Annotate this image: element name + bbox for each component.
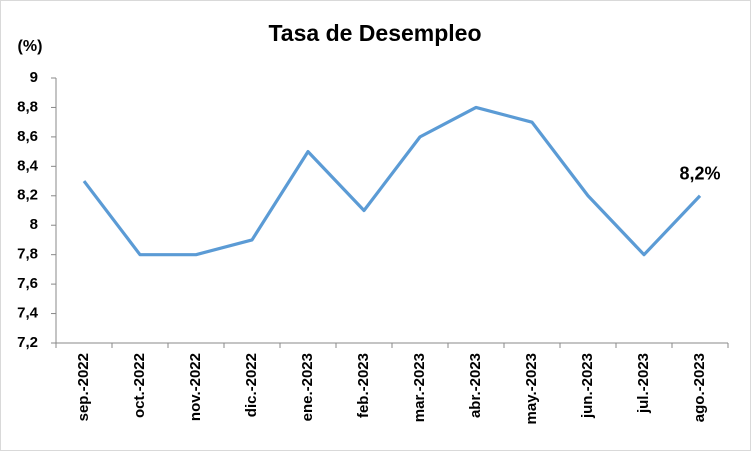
x-tick-label: mar.-2023 <box>411 353 428 422</box>
x-tick-label: oct.-2022 <box>131 353 148 418</box>
x-tick-label: nov.-2022 <box>187 353 204 421</box>
x-tick-label: jul.-2023 <box>635 353 652 414</box>
x-tick-label: abr.-2023 <box>467 353 484 418</box>
y-tick-label: 8,6 <box>17 128 38 145</box>
x-tick-label: sep.-2022 <box>75 353 92 421</box>
y-tick-label: 7,8 <box>17 246 38 263</box>
chart-title: Tasa de Desempleo <box>268 20 481 46</box>
x-tick-label: ene.-2023 <box>299 353 316 421</box>
y-tick-label: 9 <box>30 69 38 86</box>
y-tick-label: 7,6 <box>17 275 38 292</box>
y-tick-label: 8 <box>30 216 38 233</box>
x-tick-label: feb.-2023 <box>355 353 372 418</box>
y-tick-label: 7,2 <box>17 334 38 351</box>
x-tick-label: dic.-2022 <box>243 353 260 417</box>
y-axis-label: (%) <box>18 38 43 55</box>
data-label: 8,2% <box>679 164 720 184</box>
y-tick-label: 8,2 <box>17 187 38 204</box>
y-tick-label: 8,8 <box>17 98 38 115</box>
x-tick-label: may.-2023 <box>523 353 540 424</box>
x-tick-label: ago.-2023 <box>691 353 708 422</box>
line-series <box>82 105 702 257</box>
x-tick-label: jun.-2023 <box>579 353 596 419</box>
y-tick-label: 8,4 <box>17 157 39 174</box>
y-tick-label: 7,4 <box>17 305 39 322</box>
